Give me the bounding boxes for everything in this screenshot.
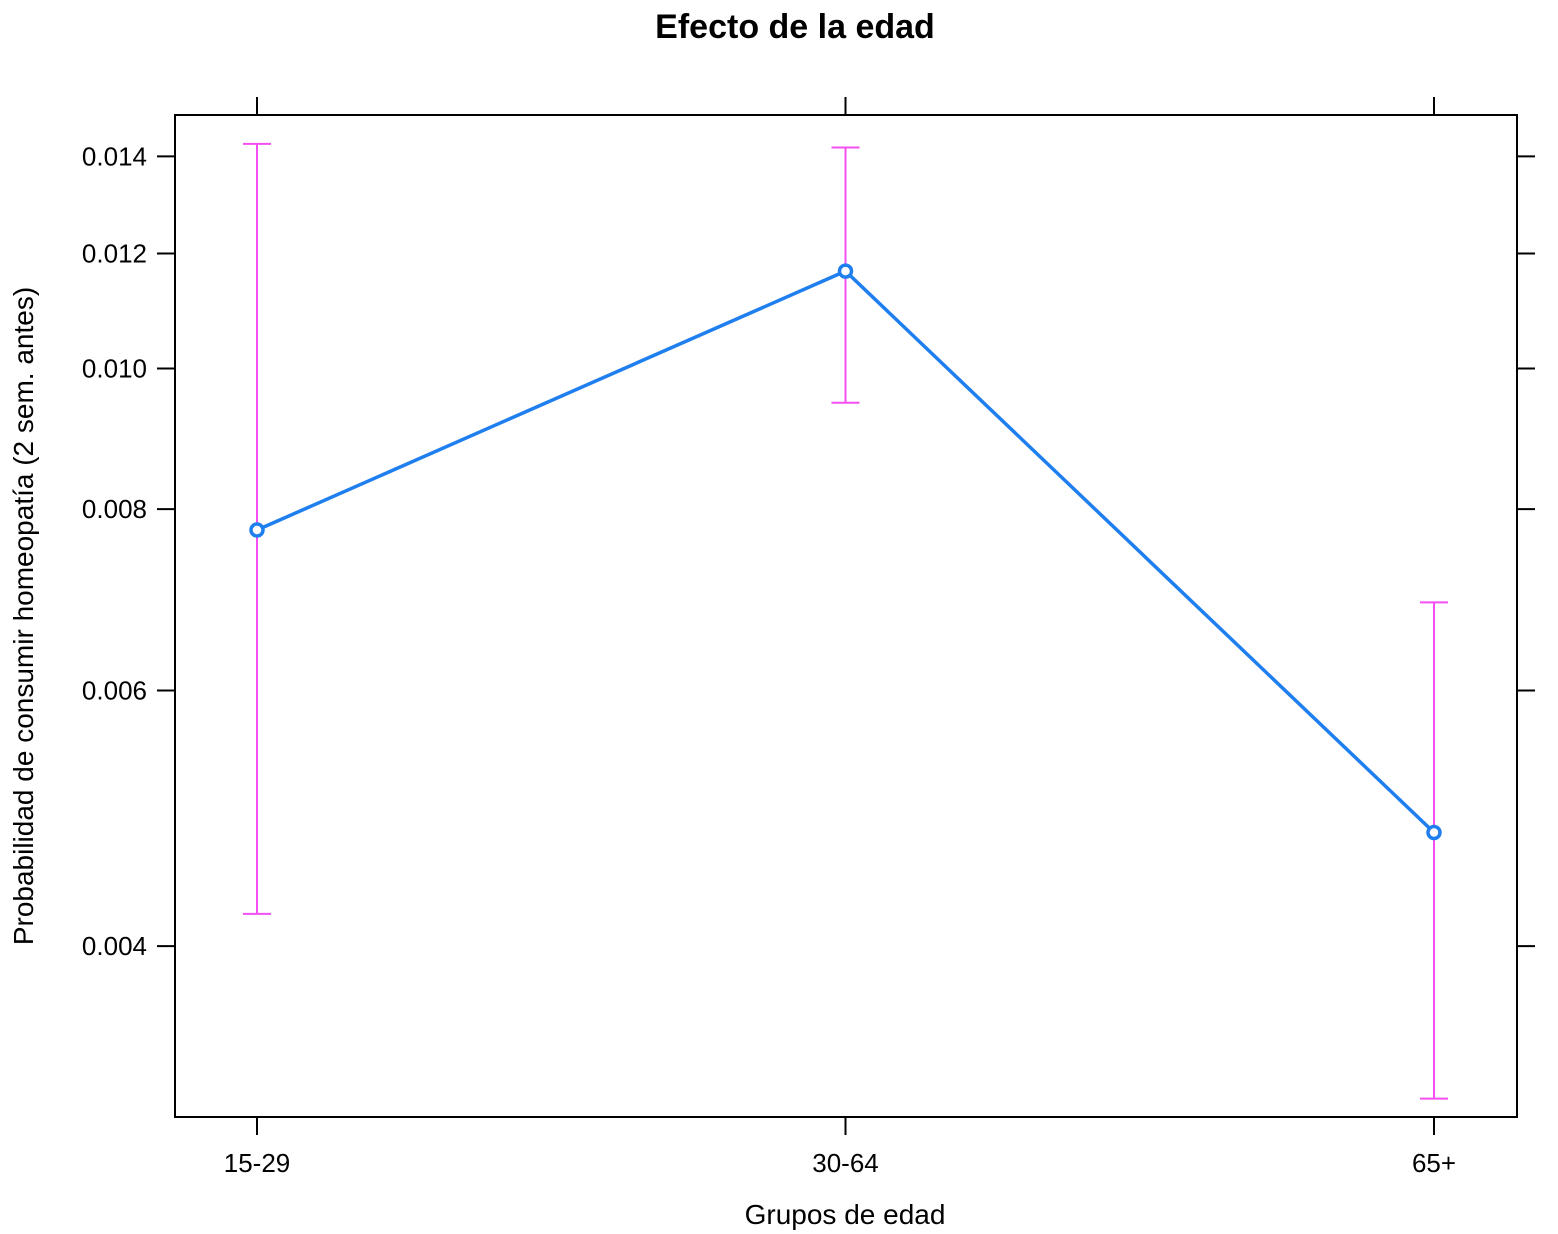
y-tick-label-0.004: 0.004 [82, 931, 147, 961]
x-axis: 15-29 30-64 65+ [224, 97, 1456, 1178]
y-axis: 0.004 0.006 0.008 0.010 0.012 0.014 [82, 141, 1535, 961]
data-point-30-64 [837, 263, 854, 279]
y-tick-label-0.006: 0.006 [82, 675, 147, 705]
y-tick-label-0.014: 0.014 [82, 141, 147, 171]
y-axis-label: Probabilidad de consumir homeopatía (2 s… [8, 287, 39, 945]
y-tick-label-0.008: 0.008 [82, 494, 147, 524]
x-tick-label-15-29: 15-29 [224, 1148, 291, 1178]
y-tick-label-0.010: 0.010 [82, 353, 147, 383]
error-bars [243, 142, 1448, 1100]
chart-title: Efecto de la edad [655, 8, 935, 46]
x-axis-label: Grupos de edad [745, 1199, 946, 1230]
series-line-group [249, 263, 1442, 841]
y-tick-label-0.012: 0.012 [82, 239, 147, 269]
x-tick-label-30-64: 30-64 [812, 1148, 879, 1178]
data-point-65+ [1426, 824, 1442, 841]
x-tick-label-65+: 65+ [1412, 1148, 1456, 1178]
data-point-15-29 [249, 522, 265, 538]
